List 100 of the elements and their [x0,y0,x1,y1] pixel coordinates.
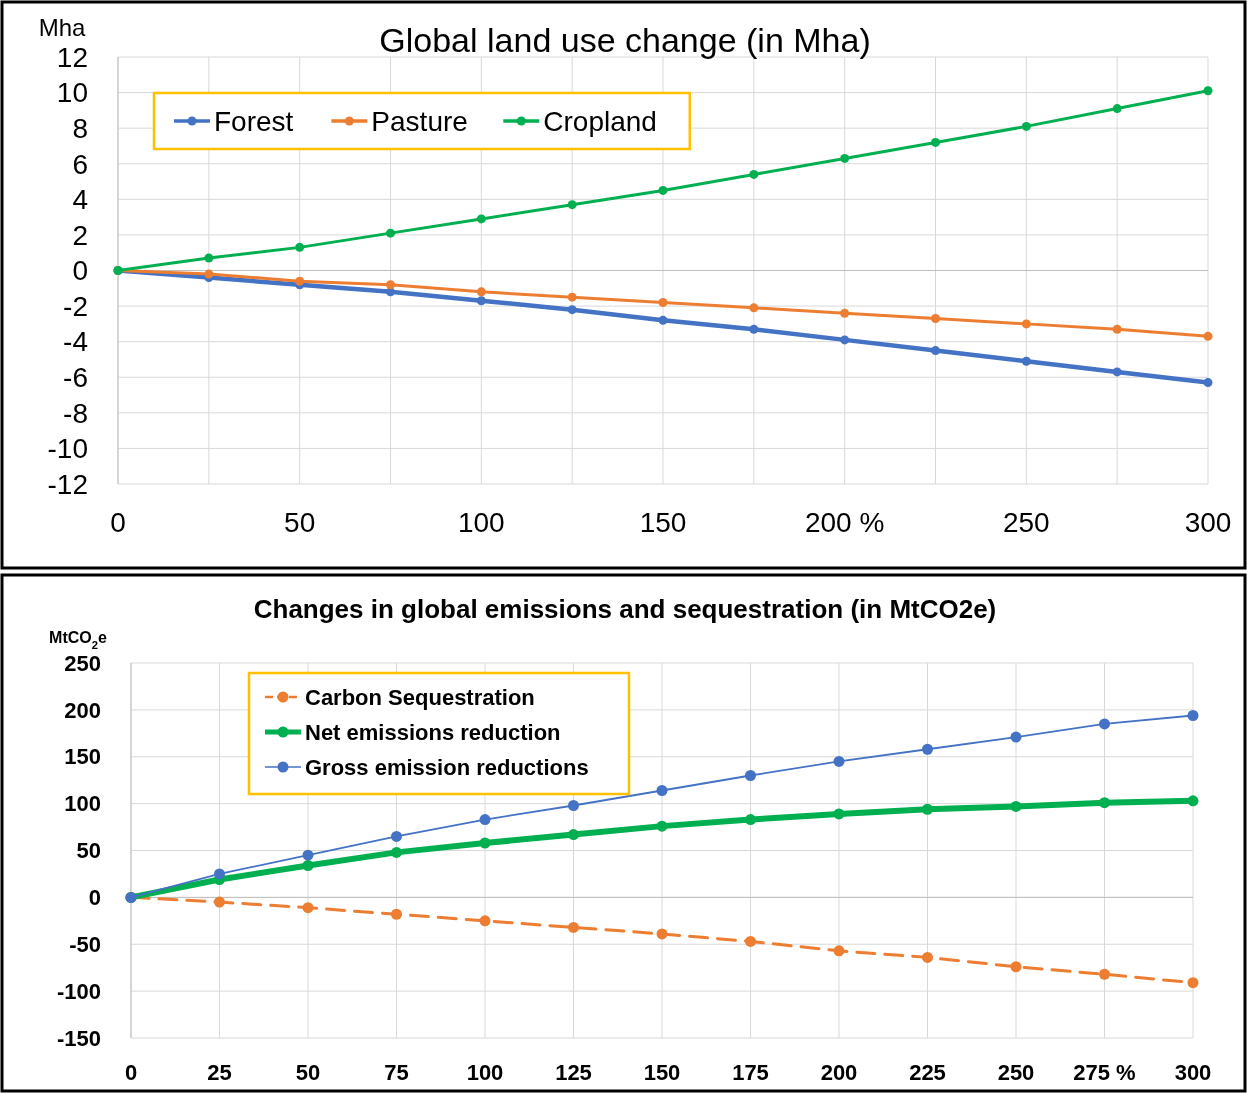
point [1021,319,1031,329]
point [745,814,756,826]
point [567,305,577,315]
y-tick-label: -6 [63,362,88,394]
y-tick-label: 250 [64,650,101,676]
y-axis-title: Mha [38,14,86,41]
point [302,849,314,861]
x-tick-label: 150 [639,507,687,538]
point [658,315,668,325]
legend-label: Gross emission reductions [305,754,589,780]
x-tick-label: 250 [1002,507,1050,538]
x-tick-label: 200 % [804,507,885,538]
x-tick-label: 50 [284,507,316,538]
y-tick-label: 0 [72,255,88,287]
point [931,137,940,147]
y-tick-label: -50 [69,931,101,957]
x-tick-label: 50 [295,1060,321,1085]
point [568,800,579,811]
y-tick-label: -2 [63,290,88,322]
legend-label: Carbon Sequestration [305,684,535,710]
point [568,829,579,841]
point [833,755,845,767]
chart-title: Global land use change (in Mha) [379,21,871,59]
point [749,169,759,179]
x-tick-label: 150 [643,1060,681,1085]
x-tick-label: 175 [732,1060,769,1085]
y-tick-label: -100 [56,978,101,1004]
x-tick-label: 25 [207,1060,232,1085]
point [391,908,402,920]
y-tick-label: -150 [56,1025,101,1051]
point [745,770,756,781]
point [568,921,579,933]
point [391,830,402,842]
point [1021,356,1031,366]
point [840,153,850,163]
point [386,280,395,290]
point [922,803,933,815]
point [1187,710,1199,721]
point [922,951,933,963]
point [1010,800,1022,812]
point [1203,378,1213,388]
x-tick-label: 0 [110,507,126,538]
point [479,837,491,849]
point [567,200,577,210]
x-tick-label: 100 [466,1060,504,1085]
y-tick-label: 100 [64,791,101,817]
point [658,185,668,195]
point [922,743,933,755]
x-tick-label: 125 [555,1060,592,1085]
y-tick-label: 12 [56,41,88,73]
y-tick-label: -12 [47,468,88,500]
y-tick-label: -4 [63,326,88,358]
point [476,296,486,306]
y-tick-label: 200 [64,697,101,723]
y-tick-label: 50 [76,838,101,864]
point [476,214,486,224]
y-tick-label: -8 [63,397,88,429]
point [833,808,845,820]
x-tick-label: 275 % [1073,1060,1136,1085]
point [479,814,491,826]
point [1112,367,1122,377]
point [749,303,759,313]
point [658,298,668,308]
x-tick-label: 200 [820,1060,858,1085]
point [833,945,845,957]
point [1099,797,1110,809]
point [476,287,486,297]
point [1099,968,1110,980]
x-tick-label: 300 [1184,507,1232,538]
x-tick-label: 300 [1174,1060,1212,1085]
point [1099,718,1110,730]
point [656,928,668,940]
point [1010,731,1022,743]
point [1010,961,1022,973]
point [931,314,940,324]
y-tick-label: 4 [72,184,88,216]
point [302,902,314,914]
y-tick-label: -10 [47,433,88,465]
point [1187,795,1199,807]
point [204,253,214,263]
y-tick-label: 6 [72,148,88,180]
point [1203,86,1213,96]
point [214,868,225,880]
point [656,785,668,796]
point [1112,104,1122,114]
point [1187,977,1199,989]
chart-title: Changes in global emissions and sequestration (in MtCO2e) [253,594,997,624]
point [295,276,305,286]
x-tick-label: 225 [909,1060,946,1085]
legend-label: Cropland [543,105,657,137]
x-tick-label: 250 [997,1060,1035,1085]
point [386,228,395,238]
x-tick-label: 0 [124,1060,138,1085]
y-axis-title: MtCO$_{2}$e [49,629,107,651]
y-tick-label: 150 [64,744,101,770]
point [479,915,491,927]
x-tick-label: 100 [457,507,505,538]
y-tick-label: 0 [88,885,101,911]
point [656,820,668,832]
point [840,308,850,318]
